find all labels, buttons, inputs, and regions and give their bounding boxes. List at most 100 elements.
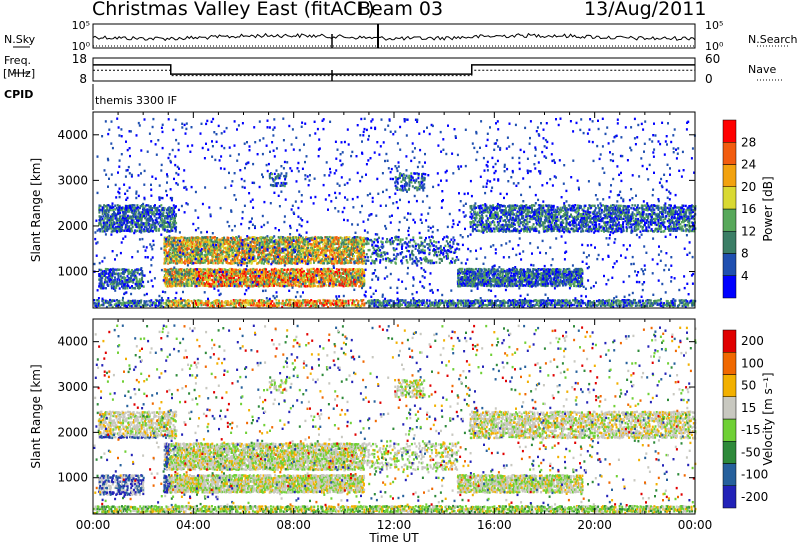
power-cell <box>235 236 238 239</box>
power-cell <box>254 248 257 252</box>
power-cell <box>205 278 208 282</box>
power-cell <box>248 254 251 258</box>
power-cell <box>264 240 266 244</box>
power-cell <box>622 208 625 212</box>
power-cell <box>265 245 267 248</box>
power-cell <box>257 237 260 240</box>
power-cell <box>220 240 223 243</box>
power-cell <box>511 216 514 219</box>
power-cell <box>265 240 268 244</box>
power-cell <box>587 230 590 233</box>
power-cell <box>258 261 261 264</box>
power-cell <box>273 252 276 256</box>
power-cell <box>291 262 294 265</box>
power-cell <box>245 249 248 252</box>
power-cell <box>186 246 189 250</box>
power-cell <box>225 250 228 254</box>
power-cell <box>336 278 339 282</box>
power-cell <box>262 251 265 254</box>
power-cell <box>183 255 186 258</box>
power-cell <box>493 221 496 224</box>
power-cell <box>240 257 242 260</box>
power-cell <box>485 214 488 218</box>
power-cell <box>267 245 270 248</box>
power-cell <box>294 255 297 259</box>
power-cell <box>312 247 315 250</box>
power-cell <box>270 245 273 248</box>
power-cell <box>247 261 249 264</box>
power-cell <box>323 262 326 265</box>
power-cell <box>571 209 574 212</box>
power-cell <box>183 236 186 240</box>
power-cell <box>299 242 302 245</box>
power-cell <box>258 238 261 242</box>
power-cell <box>217 262 220 265</box>
power-cell <box>194 256 197 259</box>
power-cell <box>245 257 248 260</box>
power-cell <box>244 252 247 256</box>
power-cell <box>627 208 630 212</box>
power-cell <box>230 247 233 250</box>
power-cell <box>294 245 297 248</box>
power-cell <box>167 258 170 261</box>
power-cell <box>469 225 472 229</box>
power-cell <box>173 247 176 250</box>
power-cell <box>254 245 257 248</box>
power-cell <box>278 255 281 258</box>
power-cell <box>299 236 302 239</box>
power-cell <box>231 255 234 258</box>
power-cell <box>313 284 316 287</box>
power-cell <box>277 244 280 248</box>
power-cell <box>261 259 264 263</box>
power-cell <box>167 262 170 265</box>
power-cell <box>197 249 200 252</box>
power-cell <box>219 246 222 250</box>
power-cell <box>215 245 218 248</box>
power-cell <box>263 255 266 259</box>
power-cell <box>173 257 176 260</box>
power-cell <box>179 260 182 263</box>
power-cell <box>197 247 200 250</box>
power-cell <box>554 213 557 216</box>
power-cell <box>458 274 461 277</box>
beam-title: Beam 03 <box>358 0 444 20</box>
power-cell <box>263 260 266 263</box>
power-cell <box>168 238 170 241</box>
power-cell <box>526 221 529 224</box>
power-cell <box>284 276 287 279</box>
power-cell <box>233 276 235 280</box>
power-cell <box>252 245 255 248</box>
power-cell <box>170 246 173 250</box>
power-cell <box>252 250 255 254</box>
power-cell <box>248 260 251 263</box>
power-cell <box>241 240 244 244</box>
power-cell <box>271 248 274 252</box>
power-cell <box>209 238 212 242</box>
power-cell <box>290 247 293 250</box>
power-cell <box>297 239 300 242</box>
power-cell <box>229 262 232 265</box>
power-cell <box>208 240 211 243</box>
power-cell <box>299 261 302 264</box>
power-cell <box>601 219 604 223</box>
power-cell <box>182 242 185 245</box>
power-cell <box>300 245 303 248</box>
power-cell <box>164 274 167 277</box>
power-cell <box>204 259 207 262</box>
power-cell <box>178 261 181 264</box>
power-cell <box>491 229 494 233</box>
power-cell <box>221 237 224 240</box>
power-cell <box>278 253 281 257</box>
power-cell <box>645 213 648 216</box>
power-cell <box>341 248 344 252</box>
power-cell <box>260 262 263 265</box>
power-cell <box>279 239 282 242</box>
power-cell <box>232 262 235 265</box>
power-cell <box>186 237 189 240</box>
power-cell <box>208 238 211 241</box>
power-cell <box>175 247 178 251</box>
power-cell <box>350 261 353 264</box>
power-cell <box>226 260 229 263</box>
power-cell <box>363 278 366 282</box>
power-cell <box>164 261 167 265</box>
